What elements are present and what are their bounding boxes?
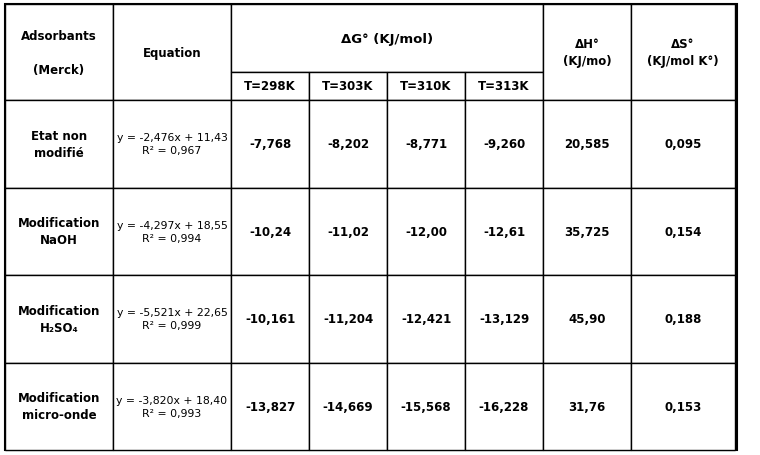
Text: 0,095: 0,095 [664, 138, 701, 151]
Text: 35,725: 35,725 [564, 225, 610, 238]
Text: -8,202: -8,202 [327, 138, 369, 151]
Text: 0,154: 0,154 [664, 225, 701, 238]
Bar [231, 5, 543, 73]
Bar [465, 363, 543, 450]
Text: -7,768: -7,768 [249, 138, 291, 151]
Bar [387, 101, 465, 188]
Text: T=303K: T=303K [322, 81, 374, 93]
Bar [309, 188, 387, 275]
Bar [543, 5, 631, 101]
Text: ΔS°
(KJ/mol K°): ΔS° (KJ/mol K°) [648, 38, 719, 68]
Bar [465, 73, 543, 101]
Text: -12,61: -12,61 [483, 225, 525, 238]
Bar [387, 188, 465, 275]
Bar [5, 188, 113, 275]
Bar [5, 101, 113, 188]
Bar [231, 101, 309, 188]
Text: ΔG° (KJ/mol): ΔG° (KJ/mol) [341, 32, 433, 46]
Bar [5, 363, 113, 450]
Bar [113, 101, 231, 188]
Bar [631, 188, 735, 275]
Bar [231, 73, 309, 101]
Text: y = -3,820x + 18,40
R² = 0,993: y = -3,820x + 18,40 R² = 0,993 [116, 395, 227, 418]
Text: -12,421: -12,421 [401, 313, 451, 325]
Bar [231, 188, 309, 275]
Text: -16,228: -16,228 [479, 400, 529, 413]
Text: -13,129: -13,129 [479, 313, 529, 325]
Text: Adsorbants

(Merck): Adsorbants (Merck) [21, 30, 97, 76]
Text: Etat non
modifié: Etat non modifié [31, 130, 87, 159]
Text: -12,00: -12,00 [405, 225, 447, 238]
Bar [543, 101, 631, 188]
Text: 45,90: 45,90 [568, 313, 606, 325]
Text: y = -4,297x + 18,55
R² = 0,994: y = -4,297x + 18,55 R² = 0,994 [116, 220, 227, 243]
Text: Modification
NaOH: Modification NaOH [17, 217, 100, 247]
Text: Modification
H₂SO₄: Modification H₂SO₄ [17, 304, 100, 334]
Text: -10,161: -10,161 [245, 313, 295, 325]
Bar [309, 275, 387, 363]
Bar [113, 275, 231, 363]
Bar [5, 275, 113, 363]
Text: 31,76: 31,76 [568, 400, 606, 413]
Bar [5, 5, 113, 101]
Bar [231, 363, 309, 450]
Bar [465, 101, 543, 188]
Bar [631, 5, 735, 101]
Bar [231, 275, 309, 363]
Bar [543, 363, 631, 450]
Bar [113, 188, 231, 275]
Bar [113, 363, 231, 450]
Text: Equation: Equation [143, 46, 201, 59]
Bar [543, 188, 631, 275]
Text: -11,204: -11,204 [323, 313, 373, 325]
Text: 0,188: 0,188 [664, 313, 701, 325]
Text: T=310K: T=310K [401, 81, 451, 93]
Bar [465, 275, 543, 363]
Text: -14,669: -14,669 [323, 400, 373, 413]
Bar [309, 73, 387, 101]
Bar [631, 275, 735, 363]
Bar [309, 101, 387, 188]
Text: T=298K: T=298K [244, 81, 296, 93]
Bar [387, 73, 465, 101]
Text: -11,02: -11,02 [327, 225, 369, 238]
Text: -9,260: -9,260 [483, 138, 525, 151]
Bar [309, 363, 387, 450]
Text: -8,771: -8,771 [405, 138, 447, 151]
Bar [543, 275, 631, 363]
Text: -15,568: -15,568 [401, 400, 451, 413]
Text: y = -5,521x + 22,65
R² = 0,999: y = -5,521x + 22,65 R² = 0,999 [116, 308, 227, 331]
Text: T=313K: T=313K [478, 81, 530, 93]
Text: -10,24: -10,24 [249, 225, 291, 238]
Text: ΔH°
(KJ/mo): ΔH° (KJ/mo) [562, 38, 611, 68]
Bar [387, 363, 465, 450]
Bar [631, 101, 735, 188]
Bar [465, 188, 543, 275]
Text: y = -2,476x + 11,43
R² = 0,967: y = -2,476x + 11,43 R² = 0,967 [116, 133, 227, 156]
Text: Modification
micro-onde: Modification micro-onde [17, 391, 100, 421]
Bar [387, 275, 465, 363]
Text: 20,585: 20,585 [564, 138, 610, 151]
Bar [631, 363, 735, 450]
Text: -13,827: -13,827 [245, 400, 295, 413]
Text: 0,153: 0,153 [664, 400, 701, 413]
Bar [113, 5, 231, 101]
